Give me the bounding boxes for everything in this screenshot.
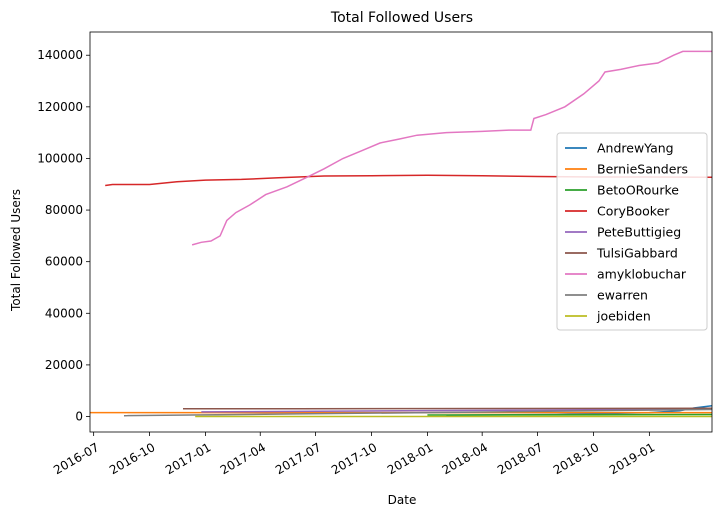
series-line-ewarren [123, 408, 712, 417]
x-tick-label: 2018-10 [551, 440, 601, 477]
y-tick-label: 120000 [37, 100, 83, 114]
plot-frame [89, 31, 713, 433]
x-tick-label: 2018-01 [385, 440, 435, 477]
legend-label: BernieSanders [597, 162, 688, 177]
legend-label: AndrewYang [597, 141, 674, 156]
x-tick-label: 2017-01 [163, 440, 213, 477]
series-line-amyklobuchar [191, 50, 712, 246]
legend: AndrewYang BernieSanders BetoORourke CoryBo… [556, 132, 708, 331]
legend-label: joebiden [596, 309, 651, 324]
y-tick-label: 80000 [45, 203, 83, 217]
legend-label: BetoORourke [597, 183, 679, 198]
y-tick-label: 140000 [37, 48, 83, 62]
x-tick-label: 2018-07 [495, 440, 545, 477]
y-tick-label: 20000 [45, 358, 83, 372]
legend-label: TulsiGabbard [596, 246, 678, 261]
x-tick-label: 2016-07 [51, 440, 101, 477]
plot-lines [90, 50, 712, 418]
y-tick-label: 100000 [37, 151, 83, 165]
x-tick-label: 2019-01 [607, 440, 657, 477]
legend-label: amyklobuchar [597, 267, 687, 282]
y-tick-label: 60000 [45, 255, 83, 269]
x-tick-label: 2017-04 [218, 440, 268, 477]
y-axis-label: Total Followed Users [9, 189, 23, 312]
chart-title: Total Followed Users [330, 10, 473, 26]
legend-box [556, 132, 708, 331]
y-tick-label: 0 [75, 410, 83, 424]
series-line-TulsiGabbard [183, 407, 712, 410]
series-line-BetoORourke [427, 413, 712, 416]
x-tick-label: 2018-04 [440, 440, 490, 477]
y-tick-label: 40000 [45, 306, 83, 320]
series-line-PeteButtigieg [201, 408, 712, 413]
x-axis-label: Date [388, 493, 417, 507]
legend-label: CoryBooker [597, 204, 670, 219]
legend-label: PeteButtigieg [597, 225, 681, 240]
legend-label: ewarren [597, 288, 648, 303]
x-tick-label: 2017-07 [273, 440, 323, 477]
x-tick-label: 2017-10 [329, 440, 379, 477]
x-tick-label: 2016-10 [107, 440, 157, 477]
